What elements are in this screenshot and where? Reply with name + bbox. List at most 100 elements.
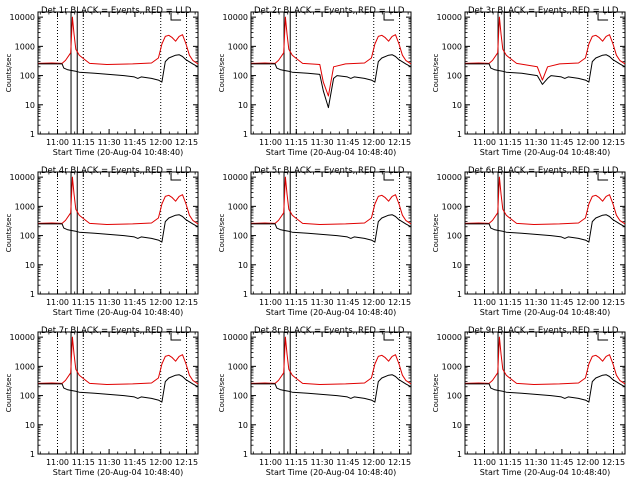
x-tick-label: 11:15	[72, 458, 95, 467]
x-tick-label: 12:15	[602, 298, 625, 307]
x-tick-label: 11:30	[525, 298, 548, 307]
panel-title: Det 7r BLACK = Events, RED = LLD	[41, 326, 192, 336]
plot-frame	[250, 171, 412, 295]
y-tick-label: 10000	[223, 333, 248, 342]
x-tick-label: 11:00	[259, 458, 282, 467]
x-tick-label: 12:15	[388, 298, 411, 307]
x-tick-label: 11:00	[46, 138, 69, 147]
plot-frame	[37, 171, 199, 295]
x-tick-label: 11:45	[550, 138, 573, 147]
x-tick-label: 11:45	[123, 458, 146, 467]
x-tick-label: 12:15	[175, 458, 198, 467]
x-tick-label: 11:15	[499, 138, 522, 147]
panel-title: Det 9r BLACK = Events, RED = LLD	[468, 326, 619, 336]
detector-panel: 1 10 100 1000 10000 11:00 11:15 11:30 11:45 12:00…	[432, 166, 626, 317]
y-tick-label: 100	[447, 72, 462, 81]
lld-series-line	[464, 176, 626, 225]
y-tick-label: 1000	[442, 362, 462, 371]
lld-series-line	[464, 16, 626, 81]
y-tick-label: 10000	[223, 13, 248, 22]
x-tick-label: 11:15	[499, 298, 522, 307]
x-tick-label: 11:45	[336, 458, 359, 467]
y-tick-label: 1	[243, 450, 248, 459]
plot-frame	[37, 331, 199, 455]
x-tick-label: 12:00	[362, 138, 385, 147]
y-tick-label: 1	[457, 290, 462, 299]
x-tick-label: 11:15	[285, 138, 308, 147]
bracket-marker	[383, 13, 395, 21]
y-axis-label: Counts/sec	[432, 374, 440, 413]
events-series-line	[38, 214, 199, 243]
panel-title: Det 2r BLACK = Events, RED = LLD	[254, 6, 405, 16]
events-series-line	[465, 374, 626, 403]
y-tick-label: 100	[447, 392, 462, 401]
plot-frame	[37, 11, 199, 135]
x-tick-label: 11:30	[98, 138, 121, 147]
y-tick-label: 10000	[10, 173, 35, 182]
y-tick-label: 1000	[15, 362, 35, 371]
y-tick-label: 10	[238, 261, 248, 270]
detector-panel: 1 10 100 1000 10000 11:00 11:15 11:30 11:45 12:00…	[432, 6, 626, 157]
lld-series-line	[464, 336, 626, 385]
y-tick-label: 1000	[228, 362, 248, 371]
y-axis-label: Counts/sec	[218, 54, 226, 93]
panel-title: Det 5r BLACK = Events, RED = LLD	[254, 166, 405, 176]
events-series-line	[465, 54, 626, 85]
lld-series-line	[250, 176, 412, 225]
y-tick-label: 1	[30, 290, 35, 299]
y-tick-label: 10	[452, 421, 462, 430]
y-axis-label: Counts/sec	[5, 214, 13, 253]
bracket-marker	[170, 173, 182, 181]
y-tick-label: 10000	[10, 13, 35, 22]
panel-title: Det 4r BLACK = Events, RED = LLD	[41, 166, 192, 176]
events-series-line	[465, 214, 626, 243]
x-tick-label: 11:00	[259, 138, 282, 147]
x-tick-label: 12:00	[362, 458, 385, 467]
events-series-line	[251, 54, 412, 109]
y-tick-label: 1	[30, 130, 35, 139]
y-tick-label: 100	[233, 392, 248, 401]
x-tick-label: 12:00	[576, 458, 599, 467]
y-tick-label: 1000	[228, 202, 248, 211]
y-tick-label: 10	[25, 261, 35, 270]
bracket-marker	[170, 333, 182, 341]
x-tick-label: 12:00	[576, 138, 599, 147]
y-tick-label: 1000	[228, 42, 248, 51]
y-tick-label: 10000	[437, 173, 462, 182]
x-tick-label: 11:30	[98, 298, 121, 307]
lld-series-line	[37, 176, 199, 225]
panel-title: Det 8r BLACK = Events, RED = LLD	[254, 326, 405, 336]
y-tick-label: 10	[452, 261, 462, 270]
x-tick-label: 11:30	[525, 138, 548, 147]
lld-series-line	[37, 336, 199, 385]
x-tick-label: 11:00	[473, 458, 496, 467]
y-tick-label: 10000	[437, 333, 462, 342]
x-tick-label: 11:45	[123, 298, 146, 307]
x-tick-label: 11:00	[473, 138, 496, 147]
y-axis-label: Counts/sec	[218, 214, 226, 253]
y-tick-label: 10	[452, 101, 462, 110]
y-axis-label: Counts/sec	[218, 374, 226, 413]
x-axis-label: Start Time (20-Aug-04 10:48:40)	[266, 468, 397, 477]
y-tick-label: 100	[233, 232, 248, 241]
y-axis-label: Counts/sec	[432, 54, 440, 93]
panel-title: Det 6r BLACK = Events, RED = LLD	[468, 166, 619, 176]
events-series-line	[38, 374, 199, 403]
detector-panel: 1 10 100 1000 10000 11:00 11:15 11:30 11:45 12:00…	[218, 6, 412, 157]
x-tick-label: 11:30	[98, 458, 121, 467]
x-tick-label: 12:15	[602, 138, 625, 147]
bracket-marker	[597, 173, 609, 181]
y-tick-label: 100	[20, 72, 35, 81]
x-axis-label: Start Time (20-Aug-04 10:48:40)	[480, 308, 611, 317]
lld-series-line	[37, 16, 199, 65]
detector-panel: 1 10 100 1000 10000 11:00 11:15 11:30 11:45 12:00…	[5, 166, 199, 317]
y-tick-label: 10	[238, 421, 248, 430]
x-tick-label: 11:00	[473, 298, 496, 307]
panel-title: Det 1r BLACK = Events, RED = LLD	[41, 6, 192, 16]
events-series-line	[38, 54, 199, 83]
bracket-marker	[383, 333, 395, 341]
x-tick-label: 11:00	[46, 458, 69, 467]
x-axis-label: Start Time (20-Aug-04 10:48:40)	[480, 148, 611, 157]
x-tick-label: 11:30	[311, 138, 334, 147]
y-tick-label: 1	[243, 130, 248, 139]
